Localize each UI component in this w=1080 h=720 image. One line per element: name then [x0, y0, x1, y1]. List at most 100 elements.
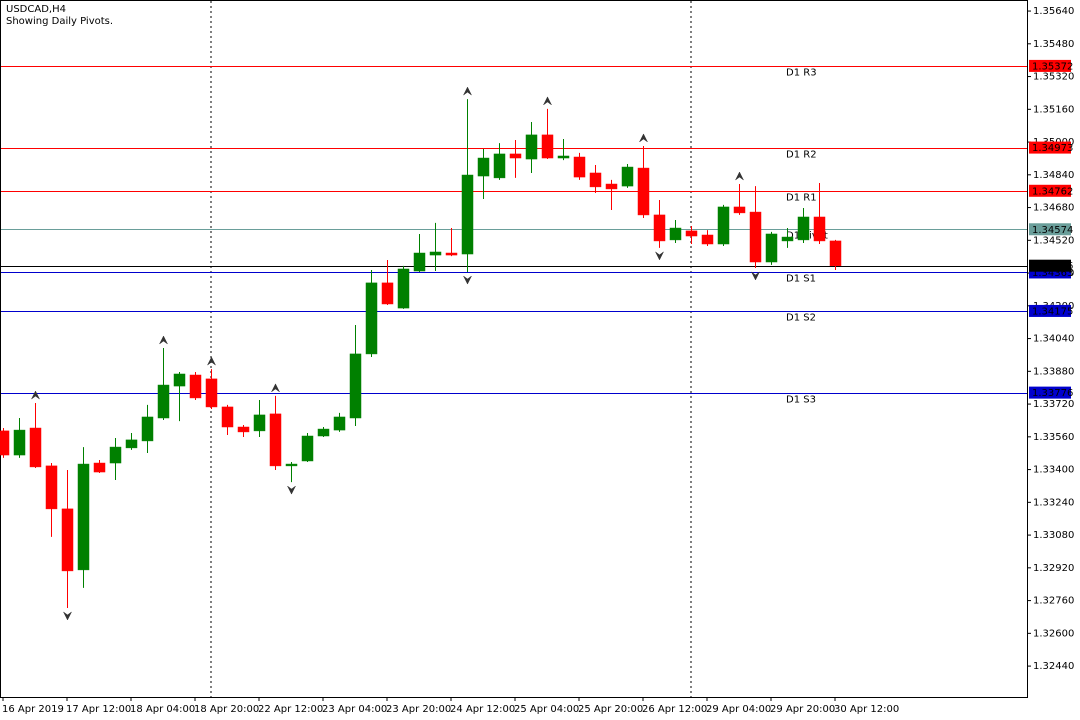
pivot-label: D1 S2 — [786, 313, 816, 324]
candle-body — [765, 233, 778, 263]
y-tick-label: 1.34680 — [1033, 203, 1074, 214]
chart-title: USDCAD,H4 — [6, 4, 66, 15]
candle-body — [45, 465, 58, 510]
y-tick-label: 1.33720 — [1033, 399, 1074, 410]
pivot-price-box — [1029, 223, 1071, 236]
candle-body — [285, 463, 298, 467]
candle-body — [781, 236, 794, 242]
pivot-price-box — [1029, 386, 1071, 399]
candle-body — [525, 134, 538, 160]
candle-body — [301, 435, 314, 462]
candle-body — [701, 234, 714, 245]
fractal-up — [735, 171, 744, 181]
y-tick-label: 1.33560 — [1033, 432, 1074, 443]
candle-body — [429, 251, 442, 256]
x-tick-label: 18 Apr 04:00 — [130, 704, 195, 715]
plot-frame — [0, 0, 1028, 698]
x-tick-label: 25 Apr 20:00 — [578, 704, 643, 715]
candle-body — [141, 416, 154, 442]
pivot-price-box — [1029, 141, 1071, 154]
candle-body — [93, 462, 106, 473]
candle-body — [717, 206, 730, 245]
candle-body — [733, 206, 746, 214]
fractal-up — [543, 96, 552, 106]
y-tick-label: 1.32600 — [1033, 628, 1074, 639]
candle-body — [829, 240, 842, 266]
candle-body — [493, 153, 506, 179]
pivot-label: D1 R1 — [786, 193, 817, 204]
candle-body — [797, 216, 810, 241]
candle-body — [173, 373, 186, 387]
candle-body — [589, 172, 602, 188]
y-tick-label: 1.32760 — [1033, 596, 1074, 607]
pivot-label: D1 R2 — [786, 150, 817, 161]
x-tick-label: 22 Apr 12:00 — [258, 704, 323, 715]
fractal-down — [751, 271, 760, 281]
pivot-price-box-label: 1.33776 — [1032, 388, 1073, 399]
y-tick-label: 1.35160 — [1033, 104, 1074, 115]
y-tick-label: 1.33080 — [1033, 530, 1074, 541]
candle-body — [13, 429, 26, 456]
candle-body — [317, 428, 330, 437]
candle-body — [653, 214, 666, 242]
pivot-label: D1 R3 — [786, 68, 817, 79]
candle-body — [109, 446, 122, 464]
candle-body — [669, 227, 682, 241]
y-tick-label: 1.33880 — [1033, 366, 1074, 377]
candle-body — [221, 406, 234, 428]
pivot-price-box — [1029, 184, 1071, 197]
candle-body — [365, 282, 378, 355]
y-tick-label: 1.33240 — [1033, 497, 1074, 508]
candle-body — [253, 414, 266, 432]
pivot-price-box-label: 1.34574 — [1032, 225, 1073, 236]
candle-body — [157, 384, 170, 419]
pivot-price-box-label: 1.34973 — [1032, 143, 1073, 154]
pivot-price-box-label: 1.35372 — [1032, 61, 1073, 72]
candle-body — [541, 134, 554, 159]
pivot-label: D1 S3 — [786, 395, 816, 406]
candle-body — [189, 374, 202, 399]
last-price-box-label: 1.34396 — [1032, 261, 1073, 272]
fractal-down — [63, 611, 72, 621]
y-tick-label: 1.35320 — [1033, 72, 1074, 83]
pivot-price-box — [1029, 59, 1071, 72]
candle-body — [0, 430, 10, 456]
candle-body — [813, 216, 826, 242]
last-price-box — [1029, 259, 1071, 272]
candle-body — [333, 416, 346, 431]
y-tick-label: 1.34520 — [1033, 235, 1074, 246]
candle-body — [445, 252, 458, 256]
y-tick-label: 1.32920 — [1033, 563, 1074, 574]
fractal-up — [207, 356, 216, 366]
y-tick-label: 1.34040 — [1033, 334, 1074, 345]
candle-body — [477, 157, 490, 177]
candle-body — [749, 211, 762, 263]
pivot-price-box — [1029, 304, 1071, 317]
candle-body — [237, 426, 250, 433]
pivot-price-box-label: 1.34363 — [1032, 268, 1073, 279]
x-tick-label: 17 Apr 12:00 — [66, 704, 131, 715]
candle-body — [573, 156, 586, 178]
y-tick-label: 1.33400 — [1033, 465, 1074, 476]
candle-body — [349, 353, 362, 419]
x-tick-label: 23 Apr 20:00 — [386, 704, 451, 715]
candle-body — [637, 167, 650, 216]
x-tick-label: 29 Apr 04:00 — [706, 704, 771, 715]
x-tick-label: 24 Apr 12:00 — [450, 704, 515, 715]
fractal-up — [159, 335, 168, 345]
fractal-up — [639, 133, 648, 143]
candle-body — [381, 282, 394, 305]
candle-body — [461, 174, 474, 255]
chart-subtitle: Showing Daily Pivots. — [6, 16, 113, 27]
candle-body — [685, 230, 698, 237]
pivot-price-box-label: 1.34762 — [1032, 186, 1073, 197]
fractal-up — [463, 86, 472, 96]
x-tick-label: 16 Apr 2019 — [2, 704, 64, 715]
candle-body — [29, 427, 42, 468]
y-tick-label: 1.35480 — [1033, 39, 1074, 50]
fractal-down — [655, 251, 664, 261]
candle-body — [77, 463, 90, 571]
fractal-up — [31, 390, 40, 400]
